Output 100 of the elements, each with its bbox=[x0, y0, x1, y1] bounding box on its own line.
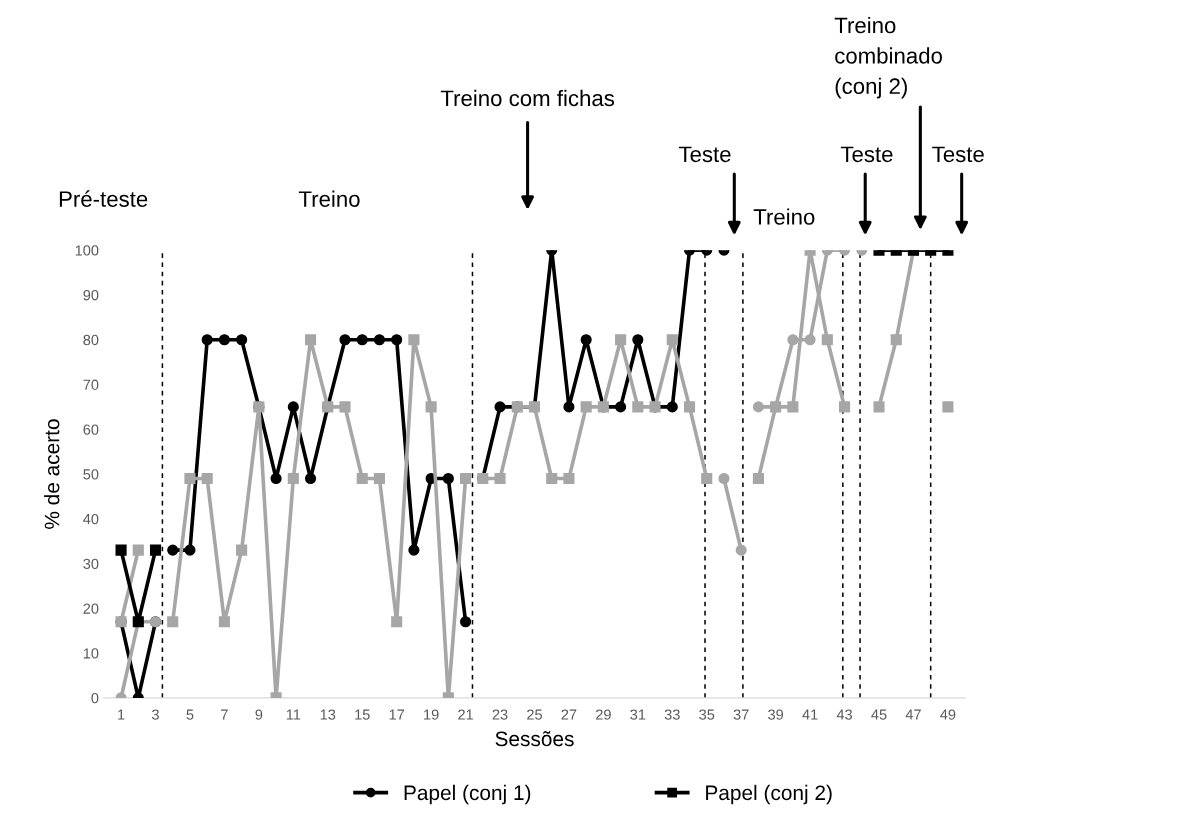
point bbox=[666, 334, 678, 346]
point bbox=[494, 472, 506, 485]
x-tick-label: 11 bbox=[286, 709, 301, 720]
legend-label: Papel (conj 2) bbox=[706, 784, 832, 805]
point bbox=[201, 334, 213, 346]
x-tick-label: 31 bbox=[630, 709, 646, 720]
point bbox=[236, 544, 248, 556]
point bbox=[942, 401, 954, 413]
x-tick-label: 33 bbox=[664, 709, 680, 720]
y-tick-label: 90 bbox=[83, 290, 99, 301]
point bbox=[287, 472, 299, 485]
point bbox=[149, 544, 162, 556]
point bbox=[184, 544, 196, 556]
point bbox=[752, 401, 764, 413]
point bbox=[890, 334, 902, 346]
point bbox=[683, 401, 696, 413]
point bbox=[425, 401, 437, 413]
x-tick-label: 29 bbox=[596, 709, 611, 720]
x-tick-label: 43 bbox=[836, 709, 853, 720]
x-tick-label: 35 bbox=[699, 709, 715, 720]
point bbox=[546, 472, 558, 485]
point bbox=[615, 401, 627, 413]
point bbox=[666, 401, 678, 413]
point bbox=[563, 401, 575, 413]
point bbox=[494, 401, 506, 413]
point bbox=[563, 472, 575, 485]
x-axis-title: Sessões bbox=[495, 731, 574, 747]
point bbox=[391, 616, 403, 628]
x-tick-label: 13 bbox=[320, 709, 336, 720]
point bbox=[356, 334, 368, 346]
x-tick-label: 5 bbox=[186, 709, 194, 720]
point bbox=[615, 334, 627, 346]
y-tick-label: 50 bbox=[83, 469, 99, 480]
point bbox=[442, 472, 454, 485]
point bbox=[218, 334, 230, 346]
point bbox=[580, 334, 592, 346]
point bbox=[580, 401, 592, 413]
point bbox=[167, 544, 179, 556]
text: Pré-teste bbox=[59, 190, 148, 207]
point bbox=[701, 472, 713, 485]
x-tick-label: 25 bbox=[527, 709, 542, 720]
x-tick-label: 9 bbox=[255, 709, 263, 720]
y-tick-label: 80 bbox=[83, 334, 99, 346]
x-tick-label: 19 bbox=[424, 709, 439, 720]
text: Treino bbox=[298, 190, 360, 207]
x-tick-label: 47 bbox=[905, 709, 921, 720]
point bbox=[391, 334, 403, 346]
point bbox=[460, 472, 472, 485]
y-tick-label: 10 bbox=[83, 648, 99, 659]
y-tick-label: 100 bbox=[75, 245, 99, 256]
text: Treino combinado (conj 2) bbox=[834, 16, 942, 99]
y-tick-label: 30 bbox=[83, 558, 99, 570]
point bbox=[184, 472, 196, 485]
x-tick-label: 3 bbox=[152, 709, 159, 720]
y-tick-label: 20 bbox=[83, 603, 99, 614]
point bbox=[787, 401, 799, 413]
text: Treino bbox=[753, 208, 815, 225]
point bbox=[735, 544, 747, 556]
x-tick-label: 49 bbox=[940, 709, 956, 720]
point bbox=[304, 472, 317, 485]
point bbox=[787, 334, 799, 346]
point bbox=[304, 334, 317, 346]
point bbox=[115, 544, 127, 556]
point bbox=[718, 472, 730, 485]
x-tick-label: 21 bbox=[458, 709, 473, 720]
text: Teste bbox=[840, 146, 893, 163]
point bbox=[132, 544, 144, 556]
point bbox=[236, 334, 248, 346]
text: Teste bbox=[678, 146, 731, 163]
point bbox=[873, 401, 885, 413]
x-tick-label: 39 bbox=[768, 709, 784, 720]
x-tick-label: 41 bbox=[802, 709, 818, 720]
point bbox=[821, 334, 833, 346]
point bbox=[339, 334, 351, 346]
x-tick-label: 7 bbox=[221, 709, 228, 720]
point bbox=[218, 616, 230, 628]
point bbox=[752, 472, 764, 485]
point bbox=[287, 401, 299, 413]
x-tick-label: 23 bbox=[492, 709, 508, 720]
legend-label: Papel (conj 1) bbox=[404, 784, 531, 805]
point bbox=[373, 472, 386, 485]
y-tick-label: 60 bbox=[83, 424, 99, 435]
x-tick-label: 37 bbox=[733, 709, 749, 720]
point bbox=[373, 334, 386, 346]
point bbox=[632, 401, 644, 413]
point bbox=[838, 401, 851, 413]
point bbox=[167, 616, 179, 628]
y-tick-label: 70 bbox=[83, 379, 99, 390]
y-axis-title: % de acerto bbox=[44, 419, 60, 529]
y-tick-label: 0 bbox=[91, 693, 99, 704]
point bbox=[356, 472, 368, 485]
point bbox=[408, 334, 420, 346]
x-tick-label: 15 bbox=[355, 709, 370, 720]
x-tick-label: 27 bbox=[561, 709, 577, 720]
point bbox=[804, 334, 816, 346]
point bbox=[460, 616, 472, 628]
point bbox=[632, 334, 644, 346]
x-tick-label: 17 bbox=[389, 709, 405, 720]
x-tick-label: 45 bbox=[871, 709, 887, 720]
point bbox=[408, 544, 420, 556]
